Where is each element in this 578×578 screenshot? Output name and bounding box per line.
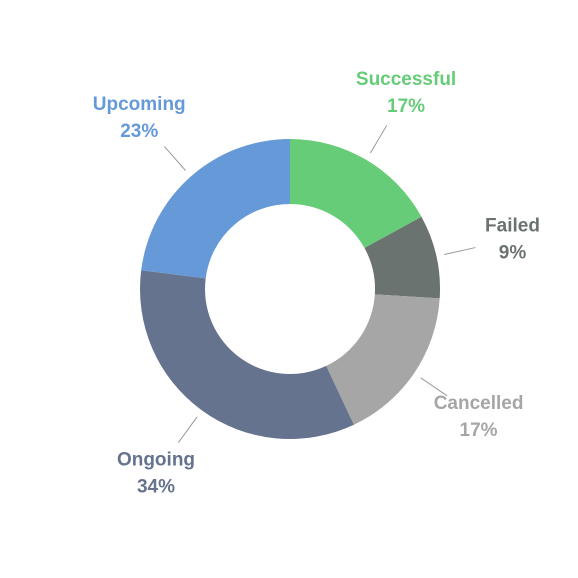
slice-label: Upcoming bbox=[93, 94, 186, 115]
slice-value-label: 17% bbox=[387, 96, 425, 117]
leader-line bbox=[163, 146, 186, 171]
slice-label: Cancelled bbox=[434, 393, 524, 414]
donut-slice bbox=[141, 139, 290, 279]
donut-slice bbox=[290, 139, 422, 249]
leader-line bbox=[369, 125, 388, 154]
leader-line bbox=[177, 416, 198, 444]
slice-value-label: 17% bbox=[460, 420, 498, 441]
slice-label: Failed bbox=[485, 215, 540, 236]
slice-value-label: 9% bbox=[499, 242, 527, 263]
donut-slice bbox=[140, 270, 354, 439]
slice-value-label: 34% bbox=[137, 476, 175, 497]
donut-slice bbox=[364, 216, 440, 299]
leader-line bbox=[444, 247, 476, 256]
slice-label: Successful bbox=[356, 69, 456, 90]
slice-label: Ongoing bbox=[117, 449, 195, 470]
leader-line bbox=[420, 377, 448, 397]
donut-slice bbox=[326, 294, 440, 425]
slice-value-label: 23% bbox=[120, 121, 158, 142]
